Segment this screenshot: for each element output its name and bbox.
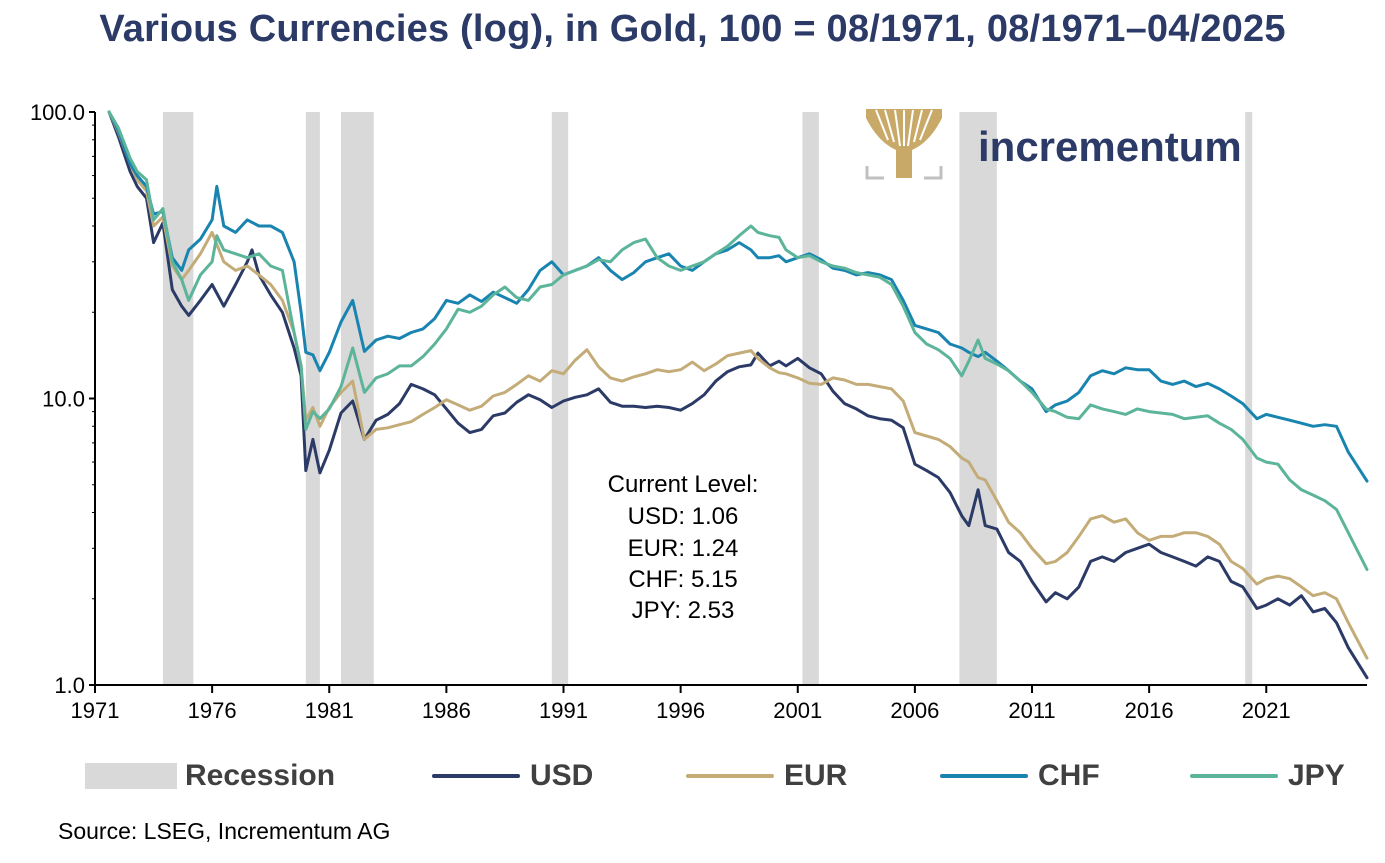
x-tick-label-10: 2021 (1242, 698, 1291, 723)
legend-chf-swatch (940, 774, 1028, 778)
legend-recession-label: Recession (185, 759, 336, 792)
logo-wordmark: incrementum (978, 123, 1242, 170)
legend-usd-swatch (432, 774, 520, 778)
source-note: Source: LSEG, Incrementum AG (58, 818, 391, 844)
x-tick-label-4: 1991 (539, 698, 588, 723)
y-tick-label-1: 10.0 (42, 387, 85, 412)
legend-jpy-label: JPY (1288, 759, 1345, 792)
legend-jpy: JPY (1190, 752, 1345, 800)
legend-eur: EUR (686, 752, 847, 800)
recession-band-3 (551, 112, 569, 685)
legend-eur-label: EUR (784, 759, 848, 792)
x-axis-ticks: 1971 1976 1981 1986 1991 1996 2001 2006 2011 2016… (71, 685, 1291, 723)
legend-chf-label: CHF (1038, 759, 1100, 792)
x-tick-label-6: 2001 (773, 698, 822, 723)
tree-icon (865, 109, 943, 180)
y-tick-label-0: 1.0 (54, 673, 85, 698)
incrementum-logo: incrementum (865, 109, 1242, 180)
legend-usd-label: USD (530, 759, 594, 792)
legend-recession-swatch (85, 763, 177, 789)
series-line-eur (107, 110, 1369, 660)
annotation-jpy: JPY: 2.53 (632, 597, 735, 624)
chart-canvas: incrementum 1.0 10.0 100.0 1971 1976 1981 198… (30, 100, 1369, 723)
annotation-eur: EUR: 1.24 (628, 535, 739, 562)
chart-title: Various Currencies (log), in Gold, 100 =… (99, 8, 1286, 50)
recession-band-5 (959, 112, 997, 685)
recession-band-6 (1245, 112, 1253, 685)
x-tick-label-9: 2016 (1125, 698, 1174, 723)
legend-eur-swatch (686, 774, 774, 778)
recession-band-1 (305, 112, 320, 685)
annotation-chf: CHF: 5.15 (628, 566, 737, 593)
series-line-usd (107, 110, 1369, 680)
y-axis-ticks: 1.0 10.0 100.0 (30, 100, 95, 698)
annotation-heading: Current Level: (608, 471, 759, 498)
legend-chf: CHF (940, 752, 1100, 800)
chart-legend: Recession USD EUR CHF JPY (0, 752, 1385, 800)
series-lines (107, 110, 1369, 680)
recession-band-0 (162, 112, 194, 685)
x-tick-label-5: 1996 (656, 698, 705, 723)
x-tick-label-0: 1971 (71, 698, 120, 723)
legend-jpy-swatch (1190, 774, 1278, 778)
y-tick-label-2: 100.0 (30, 100, 85, 125)
x-tick-label-1: 1976 (188, 698, 237, 723)
legend-usd: USD (432, 752, 593, 800)
series-line-jpy (107, 110, 1369, 571)
x-tick-label-7: 2006 (890, 698, 939, 723)
current-level-annotation: Current Level: USD: 1.06 EUR: 1.24 CHF: … (608, 471, 759, 624)
x-tick-label-2: 1981 (305, 698, 354, 723)
legend-recession: Recession (85, 752, 335, 800)
x-tick-label-8: 2011 (1008, 698, 1055, 723)
recession-band-4 (802, 112, 819, 685)
x-tick-label-3: 1986 (422, 698, 471, 723)
annotation-usd: USD: 1.06 (628, 503, 739, 530)
